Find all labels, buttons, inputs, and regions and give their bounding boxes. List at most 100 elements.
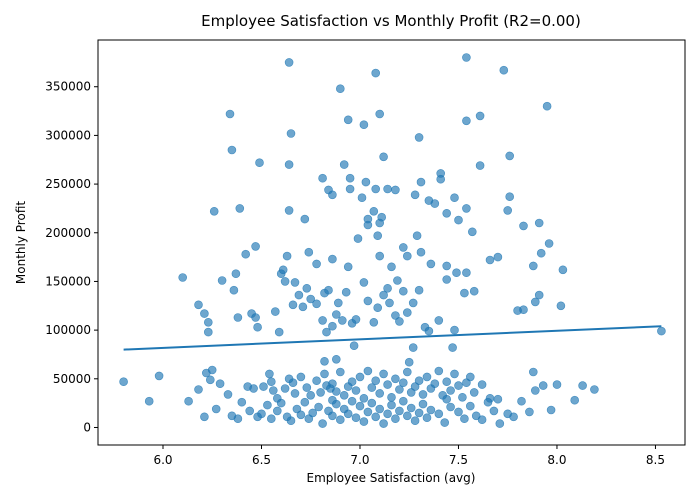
data-point	[556, 301, 566, 311]
data-point	[657, 326, 666, 336]
points-layer	[119, 53, 666, 428]
data-point	[284, 58, 294, 67]
data-point	[454, 215, 463, 225]
data-point	[144, 396, 154, 406]
data-point	[398, 286, 408, 296]
data-point	[454, 381, 463, 390]
data-point	[402, 367, 412, 377]
data-point	[446, 386, 455, 395]
data-point	[237, 397, 247, 407]
data-point	[398, 243, 408, 252]
data-point	[383, 184, 392, 194]
data-point	[276, 398, 286, 408]
data-point	[383, 380, 392, 389]
y-tick-label: 350000	[45, 80, 91, 94]
data-point	[387, 392, 396, 402]
data-point	[395, 385, 404, 394]
data-point	[450, 325, 459, 335]
data-point	[414, 133, 424, 142]
data-point	[412, 231, 422, 240]
data-point	[349, 341, 359, 351]
data-point	[312, 376, 321, 386]
data-point	[519, 305, 528, 315]
y-tick-label: 150000	[45, 274, 91, 288]
trendline-layer	[123, 325, 662, 351]
data-point	[460, 288, 469, 298]
data-point	[288, 300, 298, 310]
data-point	[434, 409, 444, 419]
data-point	[371, 68, 381, 78]
data-point	[119, 377, 128, 387]
data-point	[223, 390, 233, 399]
data-point	[495, 419, 505, 428]
data-point	[235, 204, 245, 213]
data-point	[215, 379, 225, 389]
data-point	[371, 412, 381, 422]
y-tick-label: 200000	[45, 226, 91, 240]
data-point	[306, 294, 316, 304]
data-point	[387, 400, 396, 410]
x-tick-label: 8.0	[547, 453, 566, 467]
data-point	[402, 411, 412, 421]
data-point	[369, 317, 379, 327]
data-point	[288, 378, 298, 388]
data-point	[410, 190, 420, 200]
data-point	[259, 382, 268, 391]
data-point	[489, 406, 499, 416]
y-tick-label: 300000	[45, 128, 91, 142]
data-point	[369, 207, 379, 216]
data-point	[462, 116, 471, 126]
data-point	[379, 419, 388, 428]
data-point	[184, 396, 193, 406]
data-point	[322, 327, 331, 337]
data-point	[282, 251, 292, 261]
data-point	[280, 384, 290, 393]
data-point	[505, 151, 515, 161]
data-point	[462, 53, 471, 62]
data-point	[347, 377, 357, 387]
data-point	[257, 409, 266, 419]
data-point	[379, 290, 388, 300]
data-point	[351, 386, 361, 395]
data-point	[528, 261, 538, 271]
data-point	[379, 369, 388, 379]
data-point	[318, 419, 327, 428]
data-point	[371, 184, 381, 194]
data-point	[328, 379, 337, 389]
data-point	[251, 313, 260, 322]
data-point	[274, 327, 284, 337]
data-point	[467, 227, 477, 237]
data-point	[324, 285, 333, 295]
data-point	[446, 402, 455, 412]
data-point	[343, 262, 353, 272]
data-point	[450, 369, 459, 379]
data-point	[343, 115, 353, 125]
data-point	[385, 298, 394, 308]
data-point	[377, 212, 387, 222]
data-point	[178, 273, 187, 282]
data-point	[270, 307, 280, 316]
x-tick-label: 7.0	[350, 453, 369, 467]
data-point	[316, 388, 325, 397]
data-point	[505, 192, 515, 201]
data-point	[375, 404, 385, 414]
data-point	[460, 414, 469, 424]
data-point	[300, 397, 310, 407]
data-point	[440, 418, 450, 427]
data-point	[290, 389, 300, 398]
data-point	[335, 367, 345, 377]
data-point	[404, 357, 414, 367]
data-point	[312, 259, 321, 269]
data-point	[300, 214, 310, 224]
data-point	[391, 414, 400, 424]
data-point	[363, 220, 373, 230]
data-point	[194, 385, 203, 394]
data-point	[284, 160, 294, 169]
data-point	[398, 396, 408, 406]
data-point	[204, 317, 213, 327]
data-point	[477, 415, 487, 425]
data-point	[534, 290, 544, 300]
data-point	[546, 405, 556, 415]
data-point	[465, 372, 475, 382]
